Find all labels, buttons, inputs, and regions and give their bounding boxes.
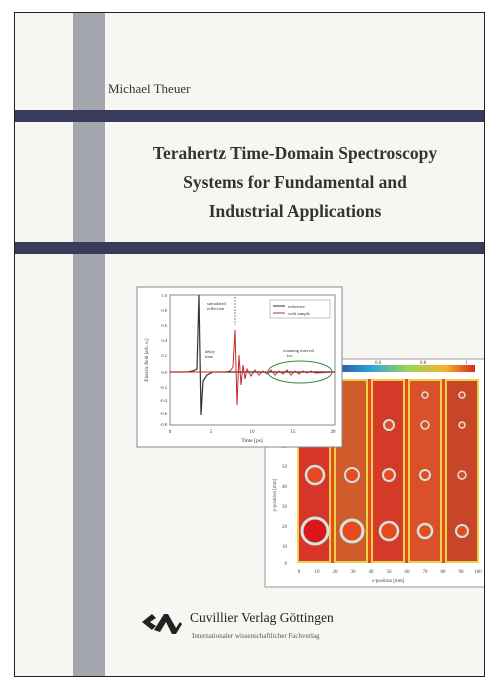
annotation: reflection xyxy=(207,306,225,311)
bottom-divider-bar xyxy=(15,242,484,254)
map-x-tick: 40 xyxy=(369,570,375,575)
wave-x-tick: 20 xyxy=(331,430,337,435)
wave-x-tick: 10 xyxy=(250,430,256,435)
wave-y-tick: -0.6 xyxy=(160,411,168,416)
colorbar-tick: 0.8 xyxy=(420,361,427,366)
wave-y-tick: 0.6 xyxy=(161,323,167,328)
map-x-tick: 70 xyxy=(423,570,429,575)
annotation: scanning interval xyxy=(283,348,315,353)
map-x-tick: 30 xyxy=(351,570,357,575)
thz-waveform-panel: stimulated reflection delay time scannin… xyxy=(136,286,343,448)
wave-x-tick: 15 xyxy=(291,430,297,435)
book-cover: Michael Theuer Terahertz Time-Domain Spe… xyxy=(14,12,485,677)
map-x-label: x-position [mm] xyxy=(372,579,405,584)
map-y-label: y-position [mm] xyxy=(273,478,278,511)
cover-figures: 0.4 0.6 0.8 1 xyxy=(135,285,484,595)
colorbar-tick: 1 xyxy=(465,361,468,366)
map-x-tick: 20 xyxy=(333,570,339,575)
map-holes xyxy=(300,391,469,546)
cover-spine-stripe xyxy=(73,13,105,676)
annotation: delay xyxy=(205,349,215,354)
wave-y-tick: 0.2 xyxy=(161,353,167,358)
scan-ellipse xyxy=(267,360,333,384)
annotation: for xyxy=(287,353,293,358)
cuvillier-logo-icon xyxy=(142,614,182,634)
annotation: time xyxy=(205,354,213,359)
map-x-tick: 0 xyxy=(298,570,301,575)
map-x-tick: 90 xyxy=(459,570,465,575)
with-sample-series-line xyxy=(170,329,336,406)
title-line: Systems for Fundamental and xyxy=(183,172,407,192)
colorbar-tick: 0.6 xyxy=(375,361,382,366)
title-line: Industrial Applications xyxy=(208,201,382,221)
map-y-tick: 10 xyxy=(282,545,288,550)
map-x-tick: 60 xyxy=(405,570,411,575)
wave-y-tick: 0.0 xyxy=(161,370,167,375)
title-line: Terahertz Time-Domain Spectroscopy xyxy=(152,143,438,163)
wave-y-tick: -0.2 xyxy=(160,385,167,390)
top-divider-bar xyxy=(15,110,484,122)
publisher-name: Cuvillier Verlag Göttingen xyxy=(190,610,334,625)
map-y-tick: 30 xyxy=(282,505,288,510)
map-y-tick: 20 xyxy=(282,525,288,530)
wave-y-label: Electric field [arb. u.] xyxy=(145,338,150,382)
wave-x-tick: 0 xyxy=(169,430,172,435)
map-x-tick: 100 xyxy=(474,570,482,575)
wave-y-tick: -0.4 xyxy=(160,398,168,403)
wave-y-tick: 1.0 xyxy=(161,293,167,298)
wave-x-label: Time [ps] xyxy=(241,438,263,444)
wave-y-tick: 0.8 xyxy=(161,308,167,313)
wave-y-tick: 0.4 xyxy=(161,338,167,343)
publisher-subtitle: Internationaler wissenschaftlicher Fachv… xyxy=(192,632,320,640)
colorbar xyxy=(325,365,475,372)
cover-figures-svg: 0.4 0.6 0.8 1 xyxy=(136,286,484,588)
annotation: stimulated xyxy=(207,301,226,306)
book-title: Terahertz Time-Domain Spectroscopy Syste… xyxy=(110,139,480,226)
wave-x-tick: 5 xyxy=(210,430,213,435)
map-x-tick: 50 xyxy=(387,570,393,575)
author-name: Michael Theuer xyxy=(108,81,191,96)
legend-entry: reference xyxy=(288,304,305,309)
map-x-tick: 10 xyxy=(315,570,321,575)
map-y-tick: 50 xyxy=(282,465,288,470)
map-y-tick: 40 xyxy=(282,485,288,490)
wave-y-tick: -0.8 xyxy=(160,422,168,427)
map-y-tick: 0 xyxy=(285,562,288,567)
map-x-tick: 80 xyxy=(441,570,447,575)
legend-entry: with sample xyxy=(288,311,310,316)
